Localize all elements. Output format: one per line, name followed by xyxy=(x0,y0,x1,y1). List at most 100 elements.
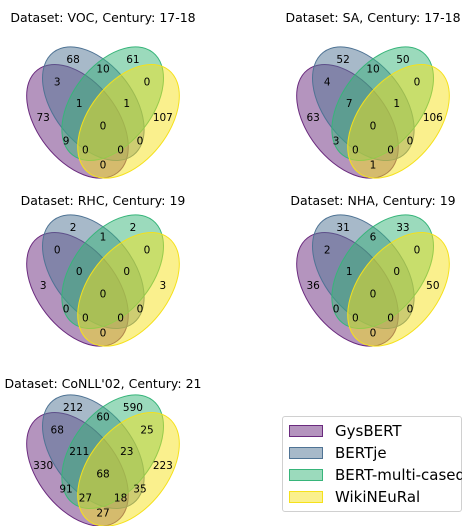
venn-set-wikineural xyxy=(77,232,180,347)
venn-count-c: 61 xyxy=(126,54,139,66)
venn-count-bcd: 1 xyxy=(393,98,400,110)
venn-set-wikineural xyxy=(347,232,450,347)
venn-count-c: 2 xyxy=(130,222,137,234)
venn-count-bd: 0 xyxy=(387,312,394,324)
legend-label-bert-multi-cased: BERT-multi-cased xyxy=(335,466,462,484)
venn-count-c: 33 xyxy=(396,222,409,234)
venn-count-a: 36 xyxy=(306,280,320,292)
legend: GysBERT BERTje BERT-multi-cased WikiNEuR… xyxy=(282,416,462,512)
venn-count-ad: 1 xyxy=(370,159,377,171)
venn-count-ac: 0 xyxy=(352,144,359,156)
venn-set-wikineural xyxy=(77,64,180,179)
venn-count-ab: 68 xyxy=(51,425,64,437)
venn-count-abd: 0 xyxy=(333,304,340,316)
legend-label-wikineural: WikiNEuRal xyxy=(335,488,421,506)
venn-panel-5: Dataset: CoNLL'02, Century: 21 330 212 590 2… xyxy=(5,376,202,526)
venn-count-d: 50 xyxy=(426,280,439,292)
venn-count-ad: 0 xyxy=(100,159,107,171)
venn-count-b: 2 xyxy=(70,222,77,234)
venn-count-bc: 6 xyxy=(370,232,377,244)
venn-count-abcd: 0 xyxy=(100,121,107,133)
venn-count-abc: 7 xyxy=(346,98,353,110)
venn-count-bcd: 1 xyxy=(123,98,130,110)
venn-count-bcd: 0 xyxy=(393,266,400,278)
venn-count-cd: 0 xyxy=(414,77,421,89)
legend-label-bertje: BERTje xyxy=(335,444,387,462)
legend-label-gysbert: GysBERT xyxy=(335,422,402,440)
venn-count-ac: 0 xyxy=(82,144,89,156)
venn-count-acd: 0 xyxy=(407,136,414,148)
venn-count-acd: 0 xyxy=(407,304,414,316)
venn-count-bd: 0 xyxy=(387,144,394,156)
venn-count-b: 212 xyxy=(63,402,83,414)
venn-count-abd: 9 xyxy=(63,136,70,148)
venn-count-cd: 25 xyxy=(140,425,153,437)
venn-set-wikineural xyxy=(347,64,450,179)
venn-count-d: 223 xyxy=(153,460,173,472)
legend-swatch-gysbert xyxy=(289,425,323,437)
venn-set-wikineural xyxy=(77,412,180,526)
venn-title: Dataset: NHA, Century: 19 xyxy=(290,193,455,208)
venn-count-abc: 1 xyxy=(76,98,83,110)
venn-count-abcd: 0 xyxy=(370,289,377,301)
venn-count-bc: 60 xyxy=(96,412,109,424)
venn-count-a: 330 xyxy=(33,460,53,472)
venn-count-c: 50 xyxy=(396,54,409,66)
venn-count-abc: 211 xyxy=(69,446,89,458)
venn-count-bd: 0 xyxy=(117,312,124,324)
venn-count-abd: 91 xyxy=(59,484,72,496)
venn-count-ad: 0 xyxy=(100,327,107,339)
venn-count-ad: 27 xyxy=(96,507,109,519)
venn-count-abd: 3 xyxy=(333,136,340,148)
venn-count-bd: 18 xyxy=(114,492,127,504)
venn-title: Dataset: VOC, Century: 17-18 xyxy=(10,10,195,25)
venn-count-abc: 0 xyxy=(76,266,83,278)
venn-count-d: 106 xyxy=(423,112,443,124)
legend-swatch-bert-multi-cased xyxy=(289,469,323,481)
venn-count-cd: 0 xyxy=(144,77,151,89)
venn-count-b: 31 xyxy=(336,222,349,234)
venn-count-d: 107 xyxy=(153,112,173,124)
venn-count-bc: 10 xyxy=(366,64,379,76)
venn-count-a: 63 xyxy=(306,112,319,124)
venn-count-abcd: 68 xyxy=(96,469,109,481)
venn-title: Dataset: RHC, Century: 19 xyxy=(21,193,186,208)
venn-count-acd: 0 xyxy=(137,304,144,316)
venn-count-acd: 35 xyxy=(133,484,146,496)
venn-count-a: 3 xyxy=(40,280,47,292)
venn-count-ab: 4 xyxy=(324,77,331,89)
venn-count-ac: 27 xyxy=(79,492,92,504)
venn-count-c: 590 xyxy=(123,402,143,414)
venn-count-b: 68 xyxy=(66,54,79,66)
legend-swatch-wikineural xyxy=(289,491,323,503)
venn-count-acd: 0 xyxy=(137,136,144,148)
venn-count-ac: 0 xyxy=(82,312,89,324)
venn-count-ad: 0 xyxy=(370,327,377,339)
venn-count-ab: 2 xyxy=(324,245,331,257)
venn-title: Dataset: CoNLL'02, Century: 21 xyxy=(5,376,202,391)
venn-count-abcd: 0 xyxy=(370,121,377,133)
venn-count-bc: 10 xyxy=(96,64,109,76)
venn-count-ac: 0 xyxy=(352,312,359,324)
venn-count-abcd: 0 xyxy=(100,289,107,301)
venn-count-cd: 0 xyxy=(414,245,421,257)
venn-count-ab: 0 xyxy=(54,245,61,257)
venn-count-bc: 1 xyxy=(100,232,107,244)
venn-count-abc: 1 xyxy=(346,266,353,278)
venn-count-d: 3 xyxy=(159,280,166,292)
venn-count-bd: 0 xyxy=(117,144,124,156)
venn-count-bcd: 23 xyxy=(120,446,133,458)
venn-count-ab: 3 xyxy=(54,77,61,89)
venn-count-a: 73 xyxy=(36,112,49,124)
venn-count-bcd: 0 xyxy=(123,266,130,278)
venn-count-cd: 0 xyxy=(144,245,151,257)
venn-count-abd: 0 xyxy=(63,304,70,316)
venn-count-b: 52 xyxy=(336,54,349,66)
venn-title: Dataset: SA, Century: 17-18 xyxy=(285,10,460,25)
legend-swatch-bertje xyxy=(289,447,323,459)
